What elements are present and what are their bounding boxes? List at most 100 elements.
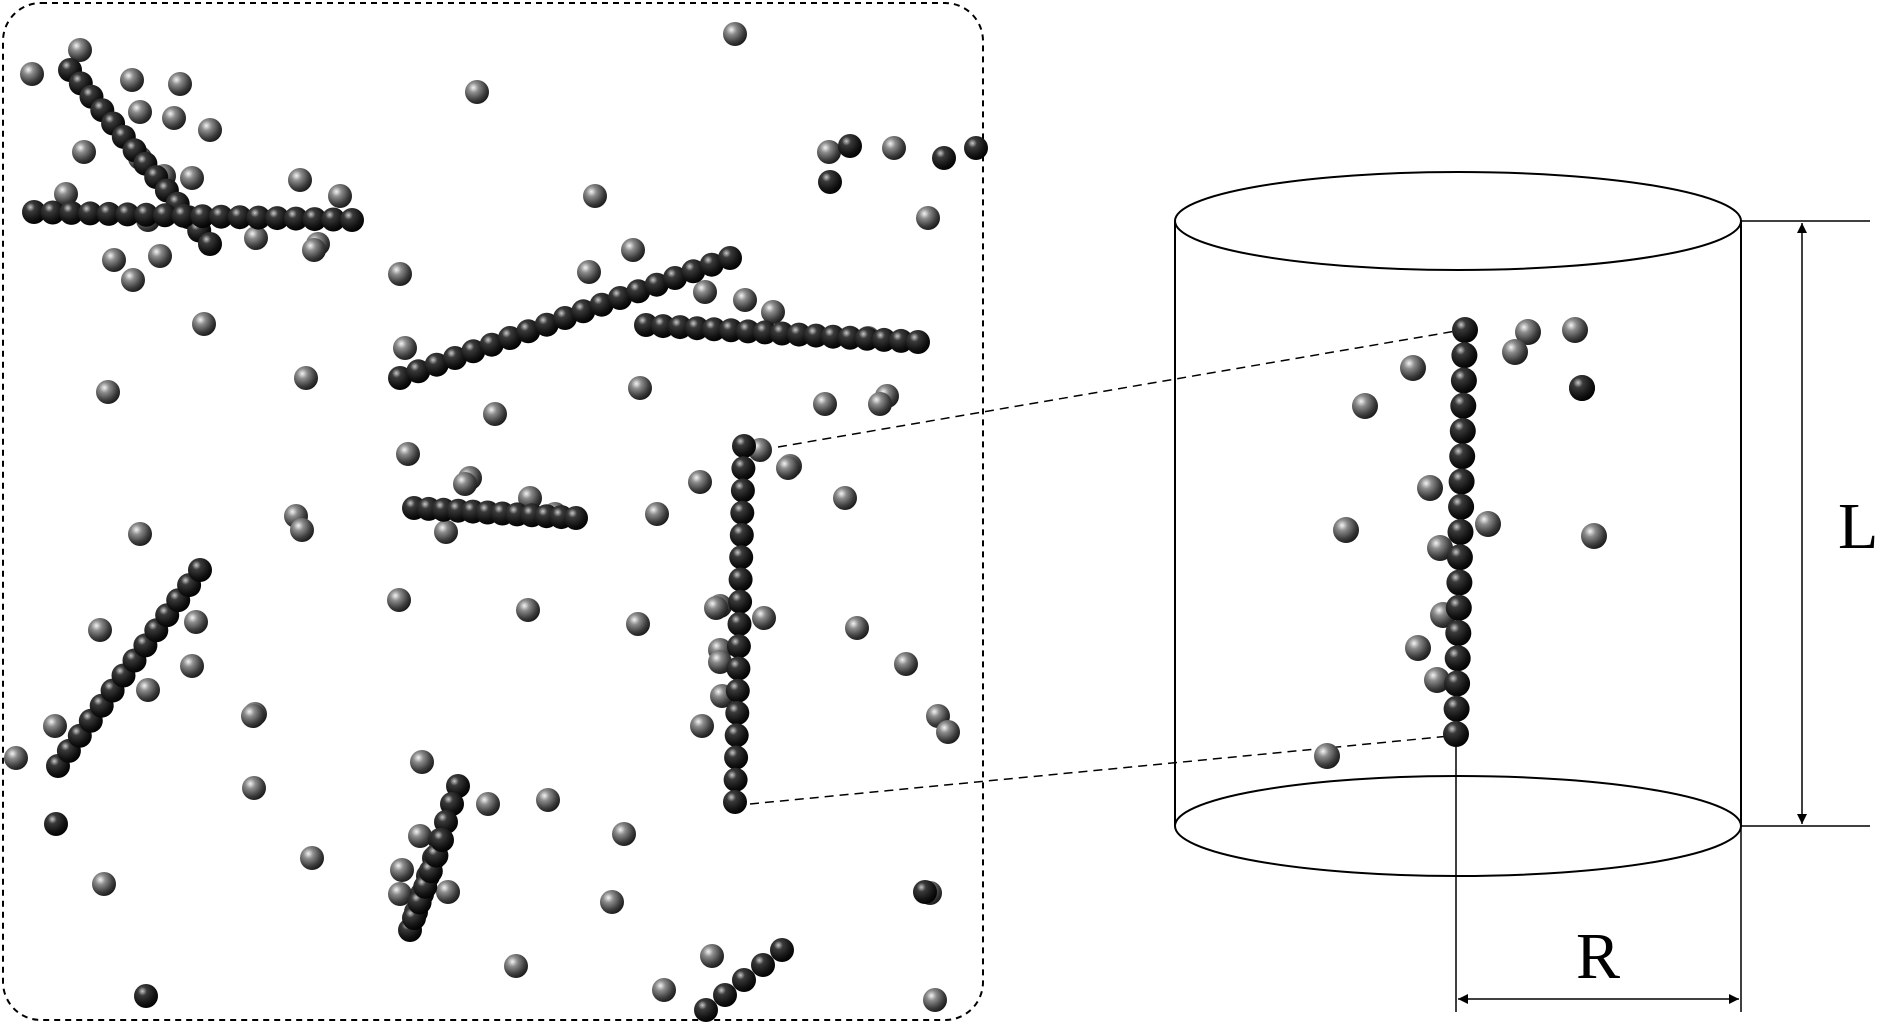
chain-particle: [1569, 375, 1595, 401]
free-particle: [241, 704, 265, 728]
free-particle: [388, 882, 412, 906]
free-particle: [536, 788, 560, 812]
chain-particle: [964, 136, 988, 160]
chain-particle: [932, 146, 956, 170]
chain-particle: [1446, 569, 1473, 596]
chain-particle: [729, 523, 754, 547]
chain-particle: [340, 208, 364, 232]
chain-particle: [787, 322, 811, 347]
chain-particle: [713, 983, 737, 1007]
chain-particle: [730, 478, 755, 503]
free-particle: [693, 280, 717, 304]
chain-particle: [1445, 620, 1472, 646]
chain-particle: [651, 314, 675, 339]
free-particle: [1352, 393, 1378, 419]
chain-particle: [725, 678, 750, 703]
free-particle: [396, 442, 420, 466]
radius-label: R: [1576, 920, 1620, 993]
free-particle: [868, 392, 892, 416]
chain-particle: [694, 998, 718, 1022]
free-particle: [1475, 511, 1501, 537]
chain-particle: [443, 346, 467, 370]
chain-particle: [718, 246, 742, 270]
chain-particle: [608, 286, 632, 310]
free-particle: [300, 846, 324, 870]
cylinder-bottom: [1174, 775, 1742, 877]
free-particle: [652, 978, 676, 1002]
free-particle: [612, 822, 636, 846]
free-particle: [465, 80, 489, 104]
free-particle: [723, 22, 747, 46]
free-particle: [583, 184, 607, 208]
free-particle: [916, 206, 940, 230]
free-particle: [813, 392, 837, 416]
chain-particle: [1444, 670, 1471, 697]
chain-particle: [40, 200, 65, 225]
free-particle: [700, 944, 724, 968]
chain-particle: [1450, 367, 1477, 394]
length-label: L: [1838, 490, 1878, 563]
free-particle: [162, 106, 186, 130]
free-particle: [882, 136, 906, 160]
chain-particle: [430, 828, 454, 852]
free-particle: [128, 100, 152, 124]
free-particle: [817, 140, 841, 164]
free-particle: [4, 746, 28, 770]
chain-particle: [96, 201, 121, 226]
chain-particle: [668, 315, 692, 340]
free-particle: [1562, 317, 1588, 343]
free-particle: [88, 618, 112, 642]
free-particle: [845, 616, 869, 640]
free-particle: [290, 518, 314, 542]
free-particle: [516, 598, 540, 622]
chain-particle: [753, 320, 777, 345]
free-particle: [121, 268, 145, 292]
simulation-box: [2, 2, 984, 1021]
chain-particle: [134, 202, 159, 227]
chain-particle: [1450, 392, 1477, 419]
free-particle: [388, 262, 412, 286]
free-particle: [453, 472, 477, 496]
chain-particle: [1443, 695, 1470, 722]
chain-particle: [516, 319, 541, 344]
free-particle: [833, 486, 857, 510]
free-particle: [294, 366, 318, 390]
free-particle: [184, 610, 208, 634]
free-particle: [628, 376, 652, 400]
chain-particle: [732, 434, 756, 458]
free-particle: [1424, 667, 1450, 693]
chain-particle: [59, 200, 84, 225]
free-particle: [688, 470, 712, 494]
chain-particle: [424, 352, 449, 377]
free-particle: [192, 312, 216, 336]
free-particle: [476, 792, 500, 816]
chain-particle: [725, 701, 750, 725]
chain-particle: [1452, 317, 1478, 343]
chain-particle: [1443, 721, 1469, 747]
chain-particle: [644, 272, 669, 297]
free-particle: [436, 880, 460, 904]
free-particle: [434, 520, 458, 544]
chain-particle: [821, 324, 845, 349]
chain-particle: [872, 327, 896, 352]
chain-particle: [751, 953, 775, 977]
length-dimension: L: [1741, 220, 1878, 827]
free-particle: [923, 988, 947, 1012]
free-particle: [96, 380, 120, 404]
chain-particle: [663, 266, 687, 290]
free-particle: [1581, 523, 1607, 549]
chain-particle: [302, 207, 327, 232]
chain-particle: [723, 767, 748, 792]
free-particle: [1427, 535, 1453, 561]
chain-particle: [321, 207, 346, 232]
free-particle: [733, 288, 757, 312]
free-particle: [621, 238, 645, 262]
chain-particle: [838, 134, 862, 158]
chain-particle: [22, 200, 46, 224]
free-particle: [410, 750, 434, 774]
zoom-connector-top: [777, 329, 1463, 448]
free-particle: [244, 226, 268, 250]
free-particle: [776, 456, 800, 480]
chain-particle: [736, 319, 760, 344]
chain-particle: [728, 567, 753, 592]
